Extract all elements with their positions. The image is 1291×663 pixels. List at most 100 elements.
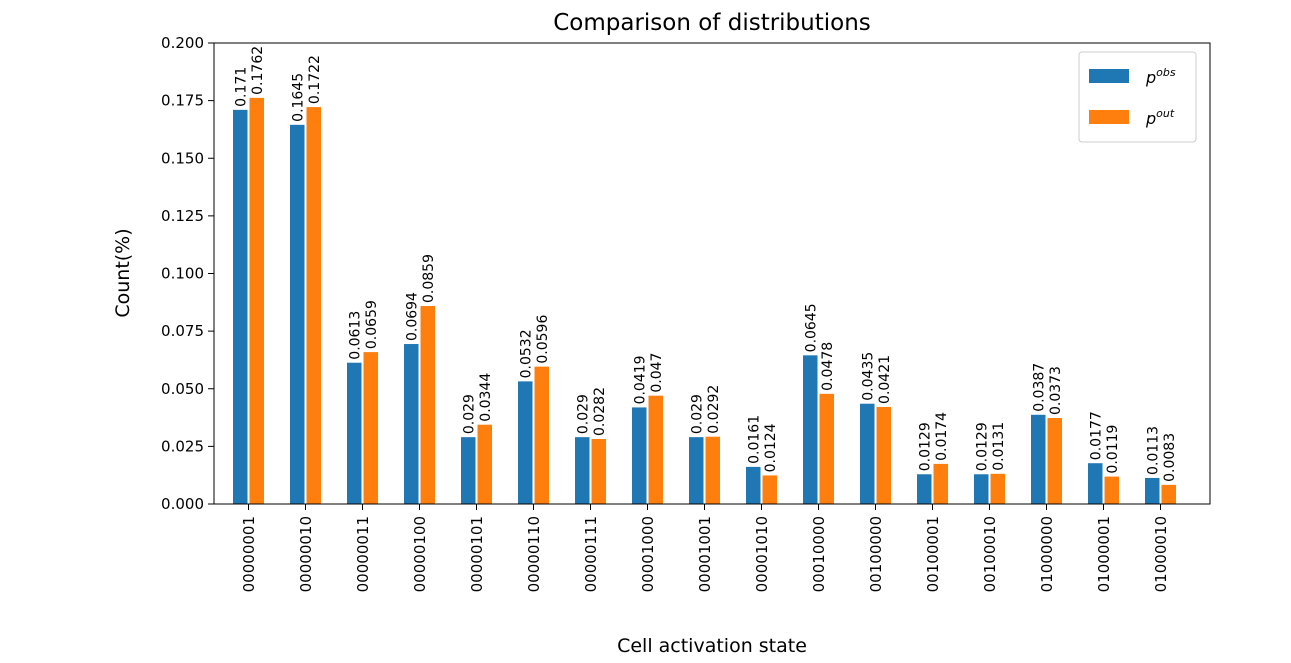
x-tick-label: 00000001	[240, 516, 258, 592]
chart-title: Comparison of distributions	[553, 10, 871, 36]
legend-label-out: pout	[1145, 107, 1175, 128]
bar-out	[534, 366, 549, 504]
y-tick-label: 0.100	[161, 265, 204, 283]
legend-label-base: p	[1145, 109, 1156, 128]
bar-value-label: 0.029	[461, 394, 477, 434]
bar-value-label: 0.0282	[592, 387, 608, 436]
bar-obs	[1031, 414, 1046, 504]
bar-value-label: 0.0124	[763, 423, 779, 472]
bar-value-label: 0.0435	[860, 352, 876, 401]
x-tick-label: 00000010	[297, 516, 315, 592]
bar-value-label: 0.0083	[1162, 433, 1178, 482]
x-tick-label: 00100001	[924, 516, 942, 592]
bar-obs	[632, 407, 647, 504]
bar-value-label: 0.0387	[1031, 363, 1047, 412]
bar-value-label: 0.0161	[746, 415, 762, 464]
bar-obs	[290, 124, 305, 504]
y-tick-label: 0.125	[161, 207, 204, 225]
bar-out	[363, 352, 378, 504]
bar-value-label: 0.0596	[535, 315, 551, 364]
bar-value-label: 0.0292	[706, 385, 722, 434]
bar-value-label: 0.0113	[1145, 426, 1161, 475]
y-tick-label: 0.175	[161, 92, 204, 110]
x-tick-label: 00100010	[981, 516, 999, 592]
bar-value-label: 0.0645	[803, 303, 819, 352]
x-tick-label: 00001000	[639, 516, 657, 592]
x-tick-label: 00000100	[411, 516, 429, 592]
bar-value-label: 0.0174	[934, 412, 950, 461]
bar-out	[705, 436, 720, 504]
bar-value-label: 0.0129	[917, 422, 933, 471]
bar-out	[876, 406, 891, 504]
bar-out	[591, 438, 606, 504]
bar-value-label: 0.0373	[1048, 366, 1064, 415]
bar-out	[1104, 476, 1119, 504]
x-axis-label: Cell activation state	[617, 635, 807, 657]
bar-obs	[974, 474, 989, 504]
bar-out	[306, 107, 321, 504]
x-axis-ticks: 00000001 00000010 00000011 00000100 00000101…	[240, 504, 1170, 592]
bar-obs	[917, 474, 932, 504]
bar-obs	[689, 437, 704, 504]
bar-value-label: 0.1722	[307, 55, 323, 104]
legend-label-obs: pobs	[1145, 66, 1176, 87]
bar-value-labels: 0.171 0.1762 0.1645 0.1722 0.0613 0.0659 0.069…	[233, 46, 1178, 482]
bar-obs	[860, 403, 875, 504]
bar-value-label: 0.0177	[1088, 411, 1104, 460]
bar-out	[477, 424, 492, 504]
y-tick-label: 0.000	[161, 495, 204, 513]
y-axis-ticks: 0.000 0.025 0.050 0.075 0.100 0.125 0.150 0.175…	[161, 34, 214, 513]
bar-value-label: 0.0421	[877, 355, 893, 404]
bar-value-label: 0.029	[689, 394, 705, 434]
bar-obs	[404, 344, 419, 504]
y-tick-label: 0.025	[161, 437, 204, 455]
bars	[233, 97, 1176, 504]
legend-swatch-out	[1089, 110, 1129, 124]
x-tick-label: 00001010	[753, 516, 771, 592]
legend-label-superscript: obs	[1156, 66, 1176, 79]
bar-out	[819, 393, 834, 504]
plot-frame	[213, 42, 1211, 505]
bar-out	[1047, 418, 1062, 504]
x-tick-label: 00000111	[582, 516, 600, 592]
bar-obs	[575, 437, 590, 504]
x-tick-label: 00000110	[525, 516, 543, 592]
bar-value-label: 0.1762	[250, 46, 266, 95]
bar-obs	[461, 437, 476, 504]
bar-obs	[1145, 477, 1160, 504]
bar-value-label: 0.0419	[632, 355, 648, 404]
x-tick-label: 01000000	[1038, 516, 1056, 592]
bar-value-label: 0.0694	[404, 292, 420, 341]
bar-out	[1161, 484, 1176, 504]
bar-out	[648, 395, 663, 504]
x-tick-label: 00000011	[354, 516, 372, 592]
bar-out	[762, 475, 777, 504]
legend-label-base: p	[1145, 68, 1156, 87]
legend-swatch-obs	[1089, 69, 1129, 83]
legend-label-superscript: out	[1156, 107, 1175, 120]
x-tick-label: 00000101	[468, 516, 486, 592]
bar-value-label: 0.0344	[478, 373, 494, 422]
bar-value-label: 0.1645	[290, 73, 306, 122]
y-tick-label: 0.050	[161, 380, 204, 398]
bar-obs	[746, 466, 761, 504]
y-tick-label: 0.150	[161, 149, 204, 167]
x-tick-label: 01000001	[1095, 516, 1113, 592]
bar-value-label: 0.0613	[347, 311, 363, 360]
x-tick-label: 01000010	[1152, 516, 1170, 592]
bar-value-label: 0.0478	[820, 342, 836, 391]
bar-obs	[518, 381, 533, 504]
y-tick-label: 0.200	[161, 34, 204, 52]
bar-obs	[803, 355, 818, 504]
bar-obs	[347, 362, 362, 504]
bar-out	[249, 97, 264, 504]
bar-obs	[1088, 463, 1103, 504]
bar-value-label: 0.0859	[421, 254, 437, 303]
bar-value-label: 0.047	[649, 353, 665, 393]
y-tick-label: 0.075	[161, 322, 204, 340]
bar-value-label: 0.0129	[974, 422, 990, 471]
legend-frame	[1078, 51, 1197, 143]
bar-value-label: 0.029	[575, 394, 591, 434]
